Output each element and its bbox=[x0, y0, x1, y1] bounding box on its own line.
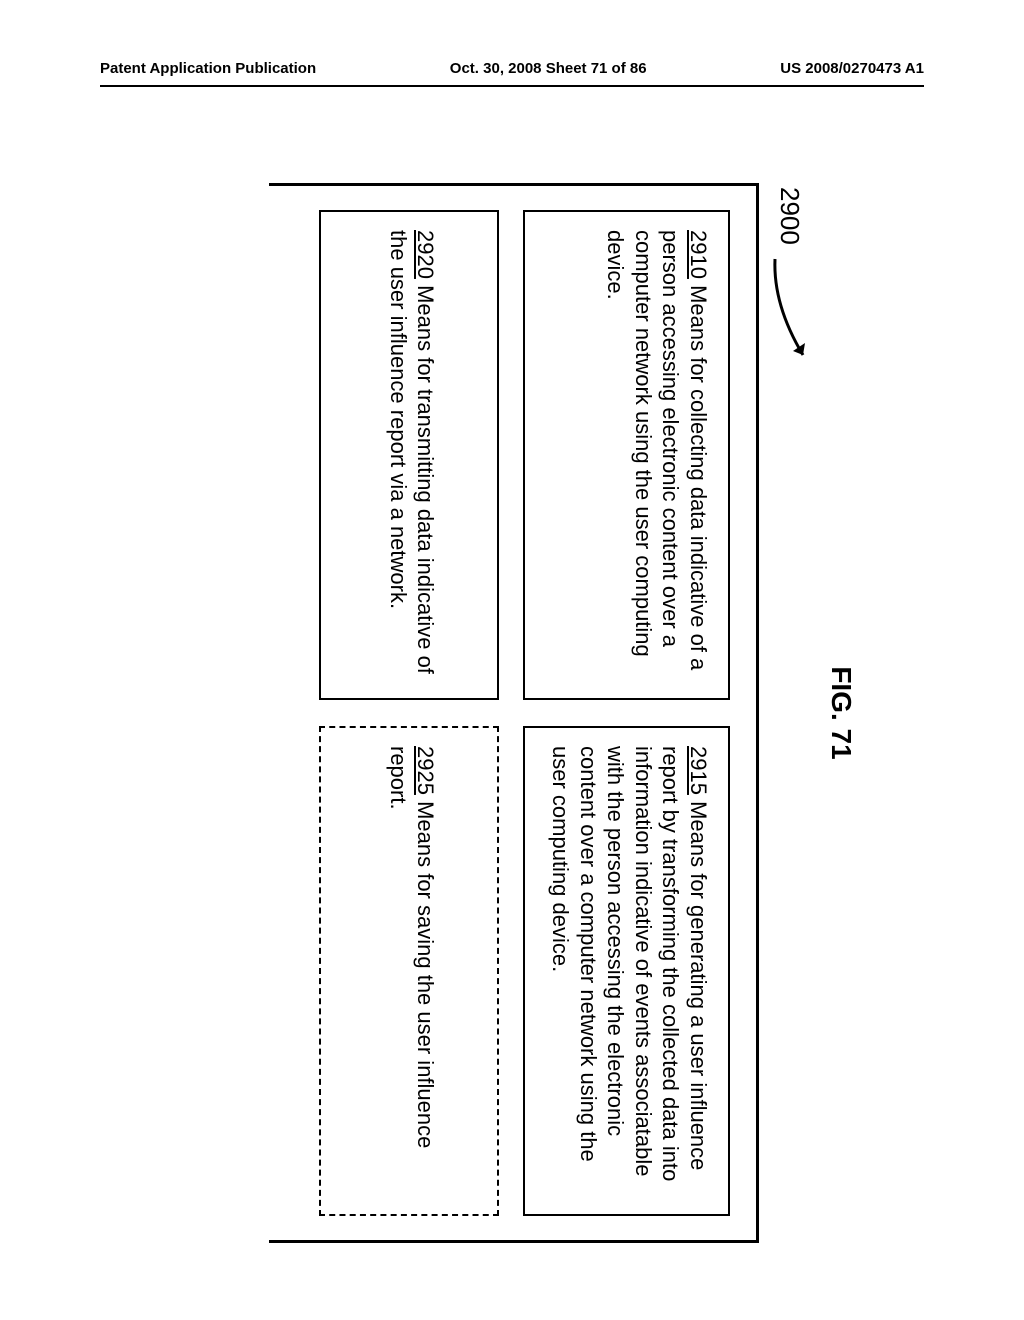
leader-arrow-icon bbox=[765, 255, 815, 375]
page: Patent Application Publication Oct. 30, … bbox=[0, 0, 1024, 1320]
diagram-outer-box: 2910 Means for collecting data indicativ… bbox=[269, 183, 759, 1243]
header-row: Patent Application Publication Oct. 30, … bbox=[100, 60, 924, 87]
box-2925: 2925 Means for saving the user influence… bbox=[319, 726, 499, 1216]
figure-label: FIG. 71 bbox=[825, 183, 857, 1243]
row-1: 2910 Means for collecting data indicativ… bbox=[523, 210, 730, 1216]
rotated-figure-wrapper: FIG. 71 2900 2910 Means for collecting d… bbox=[167, 183, 857, 1243]
box-2925-text: Means for saving the user influence repo… bbox=[386, 746, 439, 1148]
box-2910: 2910 Means for collecting data indicativ… bbox=[523, 210, 730, 700]
box-2925-ref: 2925 bbox=[414, 746, 439, 795]
header-left: Patent Application Publication bbox=[100, 60, 316, 77]
box-2910-text: Means for collecting data indicative of … bbox=[604, 230, 712, 670]
box-2920-text: Means for transmitting data indicative o… bbox=[386, 230, 439, 674]
box-2910-ref: 2910 bbox=[686, 230, 711, 279]
figure-reference-row: 2900 bbox=[765, 187, 815, 1243]
box-2915-ref: 2915 bbox=[686, 746, 711, 795]
figure-reference-number: 2900 bbox=[775, 187, 806, 245]
box-2920-ref: 2920 bbox=[414, 230, 439, 279]
row-2: 2920 Means for transmitting data indicat… bbox=[319, 210, 499, 1216]
header-middle: Oct. 30, 2008 Sheet 71 of 86 bbox=[450, 60, 647, 77]
box-2920: 2920 Means for transmitting data indicat… bbox=[319, 210, 499, 700]
box-2915: 2915 Means for generating a user influen… bbox=[523, 726, 730, 1216]
header-right: US 2008/0270473 A1 bbox=[780, 60, 924, 77]
box-2915-text: Means for generating a user influence re… bbox=[549, 746, 712, 1181]
